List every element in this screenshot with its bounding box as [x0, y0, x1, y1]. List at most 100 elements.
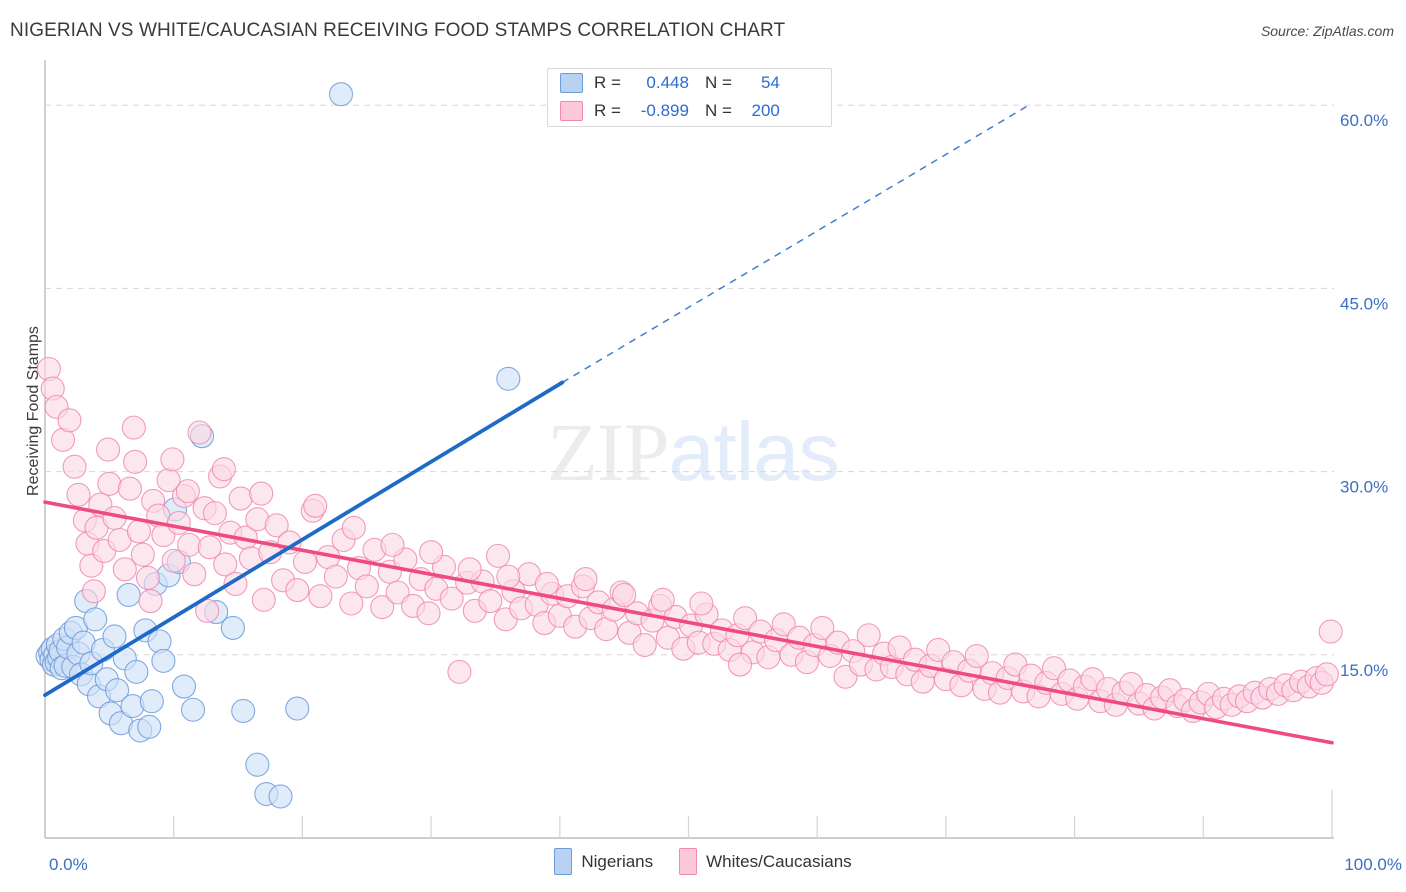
legend-marker-nigerians: [554, 848, 573, 875]
data-point: [339, 591, 364, 616]
data-point: [123, 449, 148, 474]
data-point: [354, 574, 379, 599]
data-point: [303, 493, 328, 518]
r-label-whites: R =: [594, 101, 621, 120]
data-point: [650, 587, 675, 612]
data-point: [116, 582, 141, 608]
data-point: [249, 481, 274, 506]
data-point: [161, 548, 186, 573]
data-point: [534, 571, 559, 597]
data-point: [419, 540, 444, 565]
data-point: [135, 565, 161, 590]
data-point: [457, 557, 482, 582]
n-value-whites: 200: [751, 101, 780, 120]
data-point: [182, 562, 207, 587]
data-point: [308, 584, 333, 609]
data-point: [447, 659, 472, 684]
y-tick-label-60: 60.0%: [1340, 111, 1388, 130]
data-point: [1314, 662, 1339, 687]
n-value-nigerians: 54: [760, 73, 780, 92]
legend-swatch-whites: [560, 101, 583, 121]
data-point: [126, 519, 152, 544]
data-point: [323, 564, 348, 589]
data-point: [478, 589, 503, 614]
data-point: [175, 479, 200, 504]
stats-legend-row-nigerians: R = 0.448 N = 54: [548, 69, 831, 97]
trend-line-nigerians: [43, 380, 565, 698]
data-point: [62, 454, 87, 479]
data-point: [147, 629, 172, 654]
data-point: [195, 598, 220, 623]
data-point: [810, 615, 835, 640]
legend-label-nigerians: Nigerians: [581, 851, 654, 871]
data-point: [496, 366, 521, 391]
data-point: [385, 580, 410, 605]
data-point: [96, 437, 121, 462]
data-point: [117, 476, 142, 501]
data-point: [251, 587, 276, 612]
data-point: [496, 564, 521, 589]
trend-line-whites: [43, 500, 1334, 745]
data-point: [171, 674, 197, 699]
stats-legend-row-whites: R = -0.899 N = 200: [548, 97, 831, 125]
data-point: [66, 482, 91, 507]
legend-label-whites: Whites/Caucasians: [706, 851, 852, 871]
data-point: [268, 784, 293, 809]
data-point: [112, 557, 137, 582]
data-point: [370, 595, 395, 620]
data-point: [612, 582, 637, 608]
y-tick-label-45: 45.0%: [1340, 294, 1388, 313]
page-title: NIGERIAN VS WHITE/CAUCASIAN RECEIVING FO…: [10, 20, 786, 41]
data-point: [83, 607, 108, 632]
data-point: [856, 623, 881, 648]
source-attribution: Source: ZipAtlas.com: [1260, 23, 1394, 39]
legend-item-whites[interactable]: Whites/Caucasians: [679, 848, 852, 875]
data-point: [177, 532, 202, 557]
data-point: [439, 586, 464, 611]
data-point: [964, 643, 989, 669]
data-point: [689, 591, 714, 616]
data-point: [245, 752, 270, 777]
data-point: [187, 420, 212, 445]
data-point: [285, 696, 310, 721]
data-point: [632, 632, 657, 658]
data-point: [211, 457, 236, 482]
data-point: [231, 698, 256, 724]
data-point: [220, 615, 245, 640]
data-point: [57, 408, 82, 433]
data-point: [285, 578, 310, 603]
n-label-nigerians: N =: [704, 73, 732, 92]
y-tick-label-15: 15.0%: [1340, 661, 1388, 680]
data-point: [180, 697, 206, 722]
data-point: [485, 543, 511, 568]
data-point: [102, 624, 127, 649]
data-point: [733, 606, 758, 631]
x-tick-label-min: 0.0%: [49, 855, 88, 874]
legend-item-nigerians[interactable]: Nigerians: [554, 848, 653, 875]
x-tick-label-max: 100.0%: [1344, 855, 1402, 874]
legend-swatch-nigerians: [560, 73, 583, 93]
r-value-nigerians: 0.448: [646, 73, 689, 92]
data-point: [137, 714, 162, 739]
series-legend: Nigerians Whites/Caucasians: [0, 848, 1406, 875]
data-point: [36, 356, 61, 382]
series-points-whites: [36, 356, 1343, 724]
data-point: [124, 659, 149, 684]
data-point: [105, 678, 130, 703]
legend-marker-whites: [679, 848, 698, 875]
data-point: [139, 689, 164, 714]
data-point: [213, 552, 238, 577]
data-point: [380, 532, 405, 557]
series-points-nigerians: [35, 82, 521, 809]
r-value-whites: -0.899: [640, 101, 689, 120]
data-point: [197, 535, 222, 560]
stats-legend: R = 0.448 N = 54 R = -0.899 N = 200: [547, 68, 832, 127]
r-label-nigerians: R =: [594, 73, 621, 92]
data-point: [416, 601, 441, 626]
data-point: [228, 486, 253, 511]
data-point: [81, 579, 106, 604]
data-point: [138, 589, 163, 614]
data-point: [97, 471, 122, 496]
